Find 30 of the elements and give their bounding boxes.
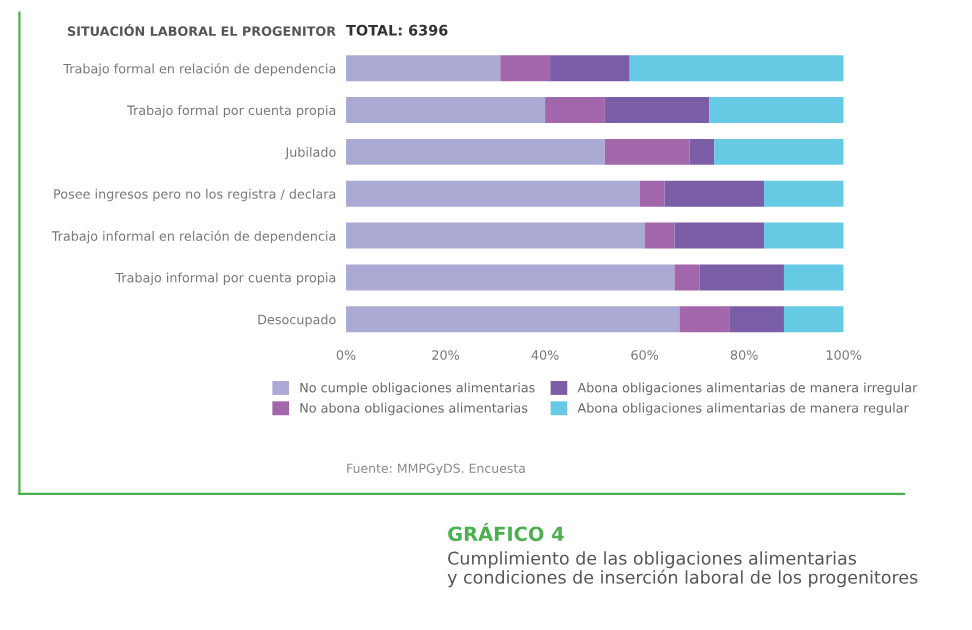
text: GRÁFICO 4 (448, 522, 564, 542)
bar (679, 306, 730, 333)
bar (346, 222, 645, 249)
bar (346, 180, 640, 207)
bar (604, 138, 690, 165)
bar (644, 222, 675, 249)
bar (764, 180, 844, 207)
bar (629, 55, 844, 82)
bar (674, 264, 700, 291)
bar (689, 138, 715, 165)
bar (500, 55, 551, 82)
bar (346, 55, 501, 82)
bar (550, 55, 630, 82)
bar (346, 138, 605, 165)
bar (783, 306, 844, 333)
bar (729, 306, 784, 333)
bar (709, 97, 844, 123)
bar (674, 222, 765, 249)
bar (714, 138, 844, 165)
bar (639, 180, 665, 207)
bar (604, 97, 710, 123)
bar (764, 222, 844, 249)
bar (346, 306, 680, 333)
bar (664, 180, 765, 207)
text: Cumplimiento de las obligaciones alimentarias y condiciones de inserción laboral de los progenitores (447, 551, 918, 588)
bar (699, 264, 784, 291)
bar (346, 97, 546, 123)
bar (346, 264, 675, 291)
bar (545, 97, 605, 123)
bar (783, 264, 844, 291)
